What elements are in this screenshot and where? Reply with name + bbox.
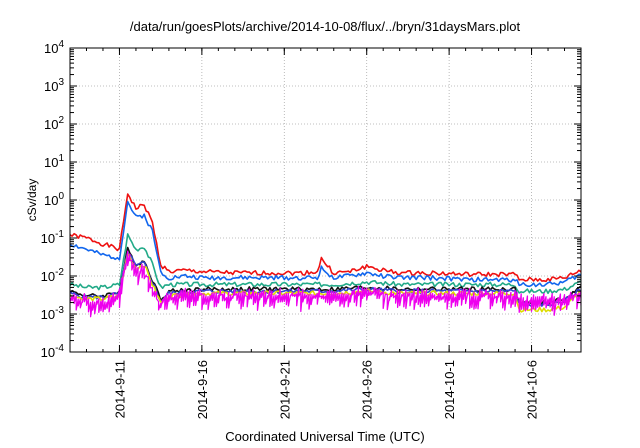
- series-line: [70, 193, 581, 283]
- series-line: [70, 200, 581, 288]
- y-tick-label: 10-2: [41, 267, 65, 284]
- y-tick-label: 103: [44, 77, 64, 94]
- y-tick-exponent: 4: [58, 39, 64, 50]
- y-tick-exponent: -4: [55, 343, 64, 354]
- y-tick-label: 10-4: [41, 343, 65, 360]
- y-tick-base: 10: [41, 269, 55, 284]
- y-tick-base: 10: [44, 41, 58, 56]
- y-tick-exponent: -3: [55, 305, 64, 316]
- y-tick-label: 102: [44, 115, 64, 132]
- tick-marks: [69, 47, 582, 353]
- series-layer: [70, 193, 581, 318]
- x-tick-labels: 2014-9-11 2014-9-16 2014-9-21 2014-9-26 2014…: [112, 360, 539, 419]
- y-tick-base: 10: [44, 79, 58, 94]
- series-line: [70, 233, 581, 295]
- y-tick-label: 10-1: [41, 229, 65, 246]
- y-tick-base: 10: [44, 117, 58, 132]
- chart-title: /data/run/goesPlots/archive/2014-10-08/f…: [130, 19, 521, 34]
- series-line: [70, 250, 581, 318]
- y-tick-exponent: -1: [55, 229, 64, 240]
- y-tick-label: 104: [44, 39, 64, 56]
- x-tick-label: 2014-10-1: [442, 360, 457, 419]
- y-tick-label: 100: [44, 191, 64, 208]
- y-tick-label: 101: [44, 153, 64, 170]
- series-line: [70, 253, 581, 313]
- y-axis-label: cSv/day: [25, 179, 39, 222]
- y-tick-base: 10: [44, 193, 58, 208]
- y-tick-exponent: 3: [58, 77, 64, 88]
- y-tick-base: 10: [44, 155, 58, 170]
- x-tick-label: 2014-9-11: [112, 360, 127, 418]
- x-tick-label: 2014-10-6: [525, 360, 540, 419]
- y-tick-exponent: -2: [55, 267, 64, 278]
- y-tick-exponent: 0: [58, 191, 64, 202]
- y-tick-label: 10-3: [41, 305, 65, 322]
- y-tick-base: 10: [41, 307, 55, 322]
- x-tick-label: 2014-9-26: [360, 360, 375, 419]
- y-tick-base: 10: [41, 345, 55, 360]
- grid-lines: [70, 48, 581, 352]
- y-tick-exponent: 1: [58, 153, 64, 164]
- x-axis-label: Coordinated Universal Time (UTC): [225, 429, 424, 444]
- y-tick-base: 10: [41, 231, 55, 246]
- y-tick-exponent: 2: [58, 115, 64, 126]
- x-tick-label: 2014-9-21: [277, 360, 292, 419]
- x-tick-label: 2014-9-16: [195, 360, 210, 419]
